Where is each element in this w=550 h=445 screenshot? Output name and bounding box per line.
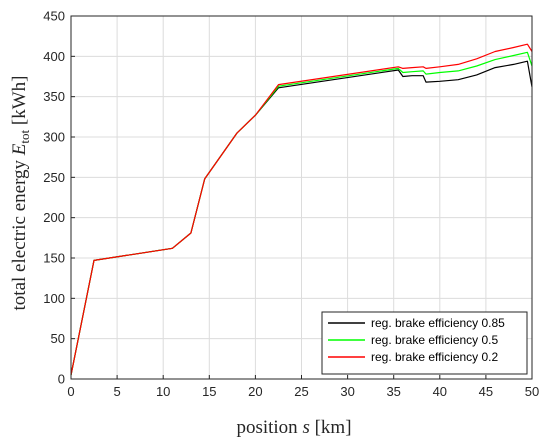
x-tick-labels: 0 5 10 15 20 25 30 35 40 45 50	[67, 384, 539, 399]
y-tick-label: 100	[43, 291, 65, 306]
y-tick-labels: 0 50 100 150 200 250 300 350 400 450	[43, 9, 65, 387]
y-tick-label: 350	[43, 89, 65, 104]
y-tick-label: 50	[51, 331, 65, 346]
series-line-2	[70, 43, 533, 376]
legend-label-0: reg. brake efficiency 0.85	[371, 316, 505, 330]
x-tick-label: 5	[113, 384, 120, 399]
x-tick-label: 10	[156, 384, 170, 399]
y-tick-label: 400	[43, 49, 65, 64]
y-axis-label: total electric energy Etot [kWh]	[9, 76, 32, 311]
x-tick-label: 50	[525, 384, 539, 399]
legend: reg. brake efficiency 0.85 reg. brake eff…	[321, 311, 528, 375]
series-layer	[70, 43, 533, 376]
y-tick-label: 300	[43, 130, 65, 145]
x-tick-label: 35	[386, 384, 400, 399]
legend-label-1: reg. brake efficiency 0.5	[371, 333, 499, 347]
x-tick-label: 20	[248, 384, 262, 399]
x-tick-label: 15	[202, 384, 216, 399]
y-tick-label: 450	[43, 9, 65, 24]
x-tick-label: 25	[294, 384, 308, 399]
x-tick-label: 0	[67, 384, 74, 399]
y-tick-label: 250	[43, 170, 65, 185]
y-tick-label: 200	[43, 210, 65, 225]
x-tick-label: 40	[433, 384, 447, 399]
plot-frame	[70, 15, 533, 380]
x-axis-label: position s [km]	[236, 417, 351, 438]
x-tick-label: 45	[479, 384, 493, 399]
y-tick-label: 0	[58, 372, 65, 387]
y-tick-label: 150	[43, 251, 65, 266]
x-tick-label: 30	[340, 384, 354, 399]
legend-label-2: reg. brake efficiency 0.2	[371, 350, 499, 364]
